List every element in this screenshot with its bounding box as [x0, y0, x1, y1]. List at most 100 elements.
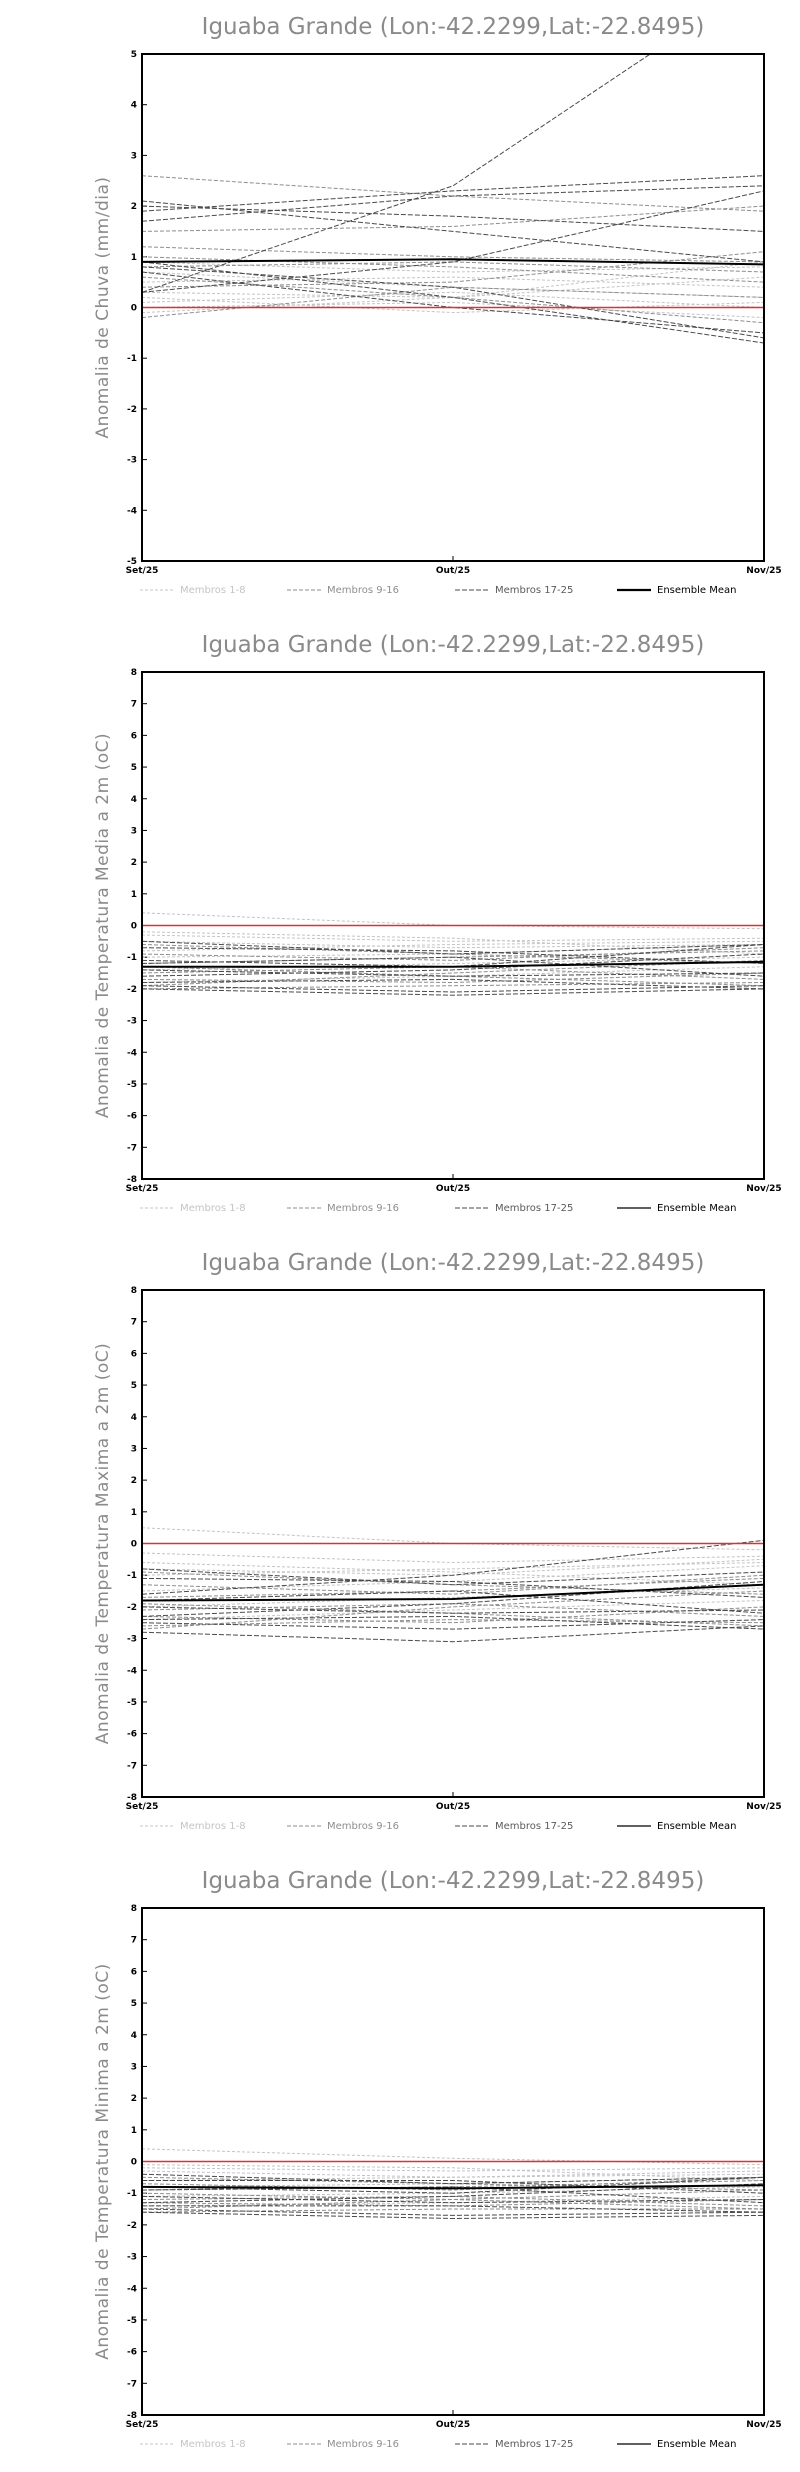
y-tick-label: -4 [127, 2284, 137, 2294]
y-tick-label: 4 [131, 1413, 137, 1423]
chart-panel: Iguaba Grande (Lon:-42.2299,Lat:-22.8495… [0, 1854, 800, 2472]
plot-frame [141, 53, 765, 562]
legend-label: Ensemble Mean [657, 1203, 736, 1214]
legend-label: Membros 9-16 [327, 1203, 399, 1214]
y-tick-label: -3 [127, 2253, 137, 2263]
member-line [142, 276, 764, 288]
x-tick-label: Out/25 [436, 2420, 470, 2430]
y-axis-label: Anomalia de Chuva (mm/dia) [93, 176, 113, 438]
member-line [142, 1615, 764, 1630]
y-tick-label: 3 [131, 151, 137, 161]
member-line [142, 2170, 764, 2181]
x-tick-label: Nov/25 [746, 566, 781, 576]
member-line [142, 261, 764, 273]
y-tick-label: 8 [131, 1286, 137, 1296]
member-line [142, 205, 764, 232]
member-line [142, 276, 764, 324]
member-line [142, 301, 764, 319]
ensemble-mean-line [142, 258, 764, 266]
member-line [142, 2192, 764, 2210]
y-tick-label: -7 [127, 1761, 137, 1771]
member-line [142, 2176, 764, 2191]
member-line [142, 1539, 764, 1595]
y-tick-label: -2 [127, 405, 137, 415]
member-line [142, 1587, 764, 1608]
y-tick-label: 8 [131, 1904, 137, 1914]
member-line [142, 985, 764, 993]
member-line [142, 2148, 764, 2166]
legend-label: Ensemble Mean [657, 1821, 736, 1832]
y-tick-label: 3 [131, 1444, 137, 1454]
member-line [142, 940, 764, 955]
member-line [142, 966, 764, 980]
ensemble-mean-line [142, 1583, 764, 1602]
chart-svg: Iguaba Grande (Lon:-42.2299,Lat:-22.8495… [93, 1250, 782, 1832]
member-line [142, 1590, 764, 1630]
member-line [142, 1562, 764, 1576]
legend-label: Membros 17-25 [495, 585, 573, 596]
y-tick-label: 0 [131, 304, 137, 314]
legend-label: Membros 1-8 [180, 1203, 246, 1214]
member-line [142, 2205, 764, 2213]
member-line [142, 175, 764, 212]
plot-frame [141, 1907, 765, 2416]
member-line [142, 1625, 764, 1643]
x-tick-label: Nov/25 [746, 1184, 781, 1194]
y-tick-label: 5 [131, 763, 137, 773]
plot-area [142, 2148, 764, 2220]
member-line [142, 1574, 764, 1595]
x-tick-label: Out/25 [436, 1184, 470, 1194]
y-tick-label: 2 [131, 2094, 137, 2104]
y-tick-label: 1 [131, 2126, 137, 2136]
member-line [142, 1568, 764, 1586]
member-line [142, 1558, 764, 1576]
y-tick-label: 8 [131, 668, 137, 678]
member-line [142, 1577, 764, 1598]
chart-svg: Iguaba Grande (Lon:-42.2299,Lat:-22.8495… [93, 1868, 782, 2450]
ensemble-mean-line [142, 960, 764, 968]
member-line [142, 296, 764, 314]
y-tick-label: 7 [131, 700, 137, 710]
y-tick-label: 7 [131, 1318, 137, 1328]
legend-label: Membros 9-16 [327, 1821, 399, 1832]
y-tick-label: -8 [127, 1175, 137, 1185]
y-tick-label: 1 [131, 890, 137, 900]
y-tick-label: 2 [131, 202, 137, 212]
member-line [142, 1571, 764, 1595]
y-tick-label: -2 [127, 1603, 137, 1613]
y-tick-label: -4 [127, 1666, 137, 1676]
plot-area [142, 54, 764, 344]
legend-label: Membros 17-25 [495, 1821, 573, 1832]
y-tick-label: -5 [127, 557, 137, 567]
member-line [142, 246, 764, 263]
member-line [142, 978, 764, 990]
plot-frame [141, 671, 765, 1180]
x-tick-label: Set/25 [126, 566, 159, 576]
y-tick-label: 2 [131, 1476, 137, 1486]
chart-title: Iguaba Grande (Lon:-42.2299,Lat:-22.8495… [202, 1250, 705, 1276]
chart-svg: Iguaba Grande (Lon:-42.2299,Lat:-22.8495… [93, 632, 782, 1214]
x-tick-label: Set/25 [126, 1184, 159, 1194]
member-line [142, 2183, 764, 2204]
chart-panel: Iguaba Grande (Lon:-42.2299,Lat:-22.8495… [0, 1236, 800, 1854]
y-tick-label: -5 [127, 2316, 137, 2326]
member-line [142, 185, 764, 222]
member-line [142, 2189, 764, 2210]
y-axis-label: Anomalia de Temperatura Maxima a 2m (oC) [93, 1343, 113, 1745]
y-tick-label: -6 [127, 2348, 137, 2358]
y-tick-label: 6 [131, 1349, 137, 1359]
member-line [142, 200, 764, 263]
member-line [142, 291, 764, 308]
y-tick-label: 6 [131, 1967, 137, 1977]
y-tick-label: 4 [131, 795, 137, 805]
x-tick-label: Nov/25 [746, 1802, 781, 1812]
legend-label: Membros 9-16 [327, 585, 399, 596]
member-line [142, 261, 764, 273]
y-tick-label: -1 [127, 2189, 137, 2199]
legend-label: Membros 1-8 [180, 585, 246, 596]
legend-label: Membros 17-25 [495, 2439, 573, 2450]
member-line [142, 1600, 764, 1621]
member-line [142, 988, 764, 996]
member-line [142, 2164, 764, 2181]
member-line [142, 1619, 764, 1630]
